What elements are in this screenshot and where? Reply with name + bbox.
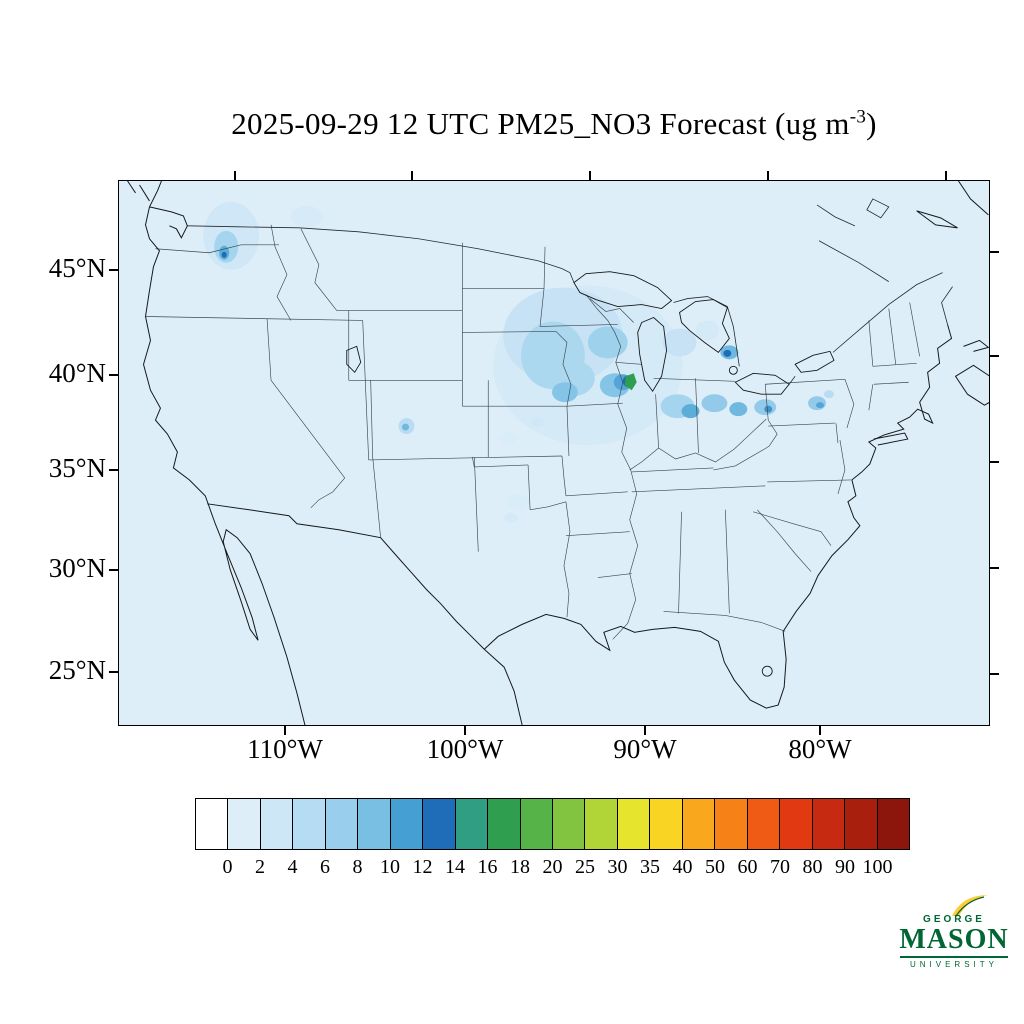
colorbar-tick-label: 6 bbox=[320, 856, 330, 878]
axis-tick bbox=[109, 671, 118, 673]
title-suffix: ) bbox=[866, 106, 877, 141]
title-main: 2025-09-29 12 UTC PM25_NO3 Forecast (ug … bbox=[231, 106, 850, 141]
axis-tick bbox=[990, 567, 999, 569]
colorbar-tick-label: 2 bbox=[255, 856, 265, 878]
colorbar-cell bbox=[228, 799, 261, 849]
pm-concentration-fills bbox=[203, 201, 834, 523]
coastline bbox=[127, 181, 989, 725]
lake-ontario bbox=[794, 350, 835, 373]
gmu-logo-university: UNIVERSITY bbox=[909, 960, 998, 969]
axis-tick bbox=[411, 171, 413, 180]
colorbar-tick-label: 40 bbox=[672, 856, 693, 878]
colorbar-tick-label: 25 bbox=[575, 856, 595, 878]
lat-tick-label: 30°N bbox=[48, 552, 106, 583]
forecast-map-plot bbox=[118, 180, 990, 726]
colorbar-cell bbox=[877, 799, 909, 849]
axis-tick bbox=[990, 355, 999, 357]
lake-huron bbox=[679, 299, 730, 353]
lon-tick-label: 110°W bbox=[247, 734, 323, 764]
colorbar-cell bbox=[780, 799, 813, 849]
axis-tick bbox=[109, 374, 118, 376]
colorbar-cell bbox=[196, 799, 229, 849]
lat-tick-label: 25°N bbox=[48, 654, 106, 685]
axis-tick bbox=[464, 726, 466, 735]
colorbar-tick-label: 100 bbox=[862, 856, 893, 878]
lake-erie bbox=[734, 372, 790, 395]
colorbar-tick-label: 80 bbox=[802, 856, 823, 878]
colorbar-cell bbox=[552, 799, 586, 849]
lake-okeechobee bbox=[761, 665, 773, 677]
colorbar-cell bbox=[845, 799, 878, 849]
colorbar-tick-label: 0 bbox=[222, 856, 233, 878]
colorbar-tick-label: 70 bbox=[770, 856, 790, 878]
lake-superior bbox=[573, 271, 673, 310]
lon-tick-label: 80°W bbox=[788, 734, 852, 764]
colorbar-cell bbox=[423, 799, 456, 849]
colorbar-cell bbox=[812, 799, 846, 849]
colorbar-cell bbox=[682, 799, 716, 849]
axis-tick bbox=[990, 251, 999, 253]
gmu-logo-george: GEORGE bbox=[923, 914, 985, 925]
canada-border bbox=[187, 198, 953, 385]
colorbar-cell bbox=[650, 799, 683, 849]
lat-tick-label: 35°N bbox=[48, 452, 106, 483]
lat-tick-label: 40°N bbox=[48, 357, 106, 388]
axis-tick bbox=[109, 269, 118, 271]
colorbar-cell bbox=[715, 799, 748, 849]
colorbar-tick-label: 8 bbox=[352, 856, 363, 878]
colorbar-cell bbox=[520, 799, 553, 849]
colorbar-cell bbox=[390, 799, 424, 849]
colorbar-tick-label: 4 bbox=[287, 856, 298, 878]
great-lakes bbox=[346, 271, 835, 677]
colorbar-cell bbox=[293, 799, 326, 849]
peak-green-contour bbox=[624, 373, 637, 391]
colorbar-tick-label: 35 bbox=[640, 856, 660, 878]
colorbar-tick-label: 30 bbox=[607, 856, 628, 878]
axis-tick bbox=[234, 171, 236, 180]
colorbar-tick-label: 16 bbox=[477, 856, 498, 878]
colorbar-labels: 0 2 4 6 8 10 12 14 16 18 20 25 30 35 40 50 60 70 80 90 100 bbox=[195, 856, 910, 882]
colorbar-tick-label: 20 bbox=[542, 856, 563, 878]
axis-tick bbox=[109, 569, 118, 571]
us-forecast-map bbox=[127, 181, 989, 725]
axis-tick bbox=[819, 726, 821, 735]
lon-tick-label: 90°W bbox=[613, 734, 677, 764]
lake-michigan bbox=[637, 316, 668, 393]
colorbar bbox=[195, 798, 910, 850]
axis-tick bbox=[284, 726, 286, 735]
colorbar-cell bbox=[455, 799, 489, 849]
colorbar-tick-label: 60 bbox=[737, 856, 758, 878]
axis-tick bbox=[109, 469, 118, 471]
lon-tick-label: 100°W bbox=[426, 734, 504, 764]
colorbar-cell bbox=[488, 799, 521, 849]
state-borders bbox=[145, 224, 920, 640]
colorbar-tick-label: 12 bbox=[412, 856, 433, 878]
great-salt-lake bbox=[346, 345, 362, 374]
page-title: 2025-09-29 12 UTC PM25_NO3 Forecast (ug … bbox=[118, 106, 990, 142]
axis-tick bbox=[644, 726, 646, 735]
colorbar-cell bbox=[260, 799, 294, 849]
axis-tick bbox=[589, 171, 591, 180]
axis-tick bbox=[767, 171, 769, 180]
title-exponent: -3 bbox=[849, 106, 867, 128]
colorbar-tick-label: 50 bbox=[705, 856, 725, 878]
axis-tick bbox=[945, 171, 947, 180]
gmu-leaf-icon bbox=[952, 895, 988, 917]
colorbar-tick-label: 10 bbox=[380, 856, 400, 878]
colorbar-tick-label: 90 bbox=[835, 856, 855, 878]
colorbar-cell bbox=[585, 799, 618, 849]
colorbar-cell bbox=[358, 799, 391, 849]
colorbar-tick-label: 14 bbox=[445, 856, 465, 878]
gmu-logo-rule bbox=[900, 956, 1008, 958]
gmu-logo-mason: MASON bbox=[899, 924, 1009, 955]
lat-tick-label: 45°N bbox=[48, 252, 106, 283]
colorbar-tick-label: 18 bbox=[510, 856, 530, 878]
colorbar-cell bbox=[747, 799, 781, 849]
colorbar-cell bbox=[617, 799, 651, 849]
colorbar-cell bbox=[325, 799, 359, 849]
axis-tick bbox=[990, 461, 999, 463]
gmu-logo: GEORGE MASON UNIVERSITY bbox=[898, 893, 1010, 969]
axis-tick bbox=[990, 673, 999, 675]
lake-st-clair bbox=[728, 365, 738, 375]
